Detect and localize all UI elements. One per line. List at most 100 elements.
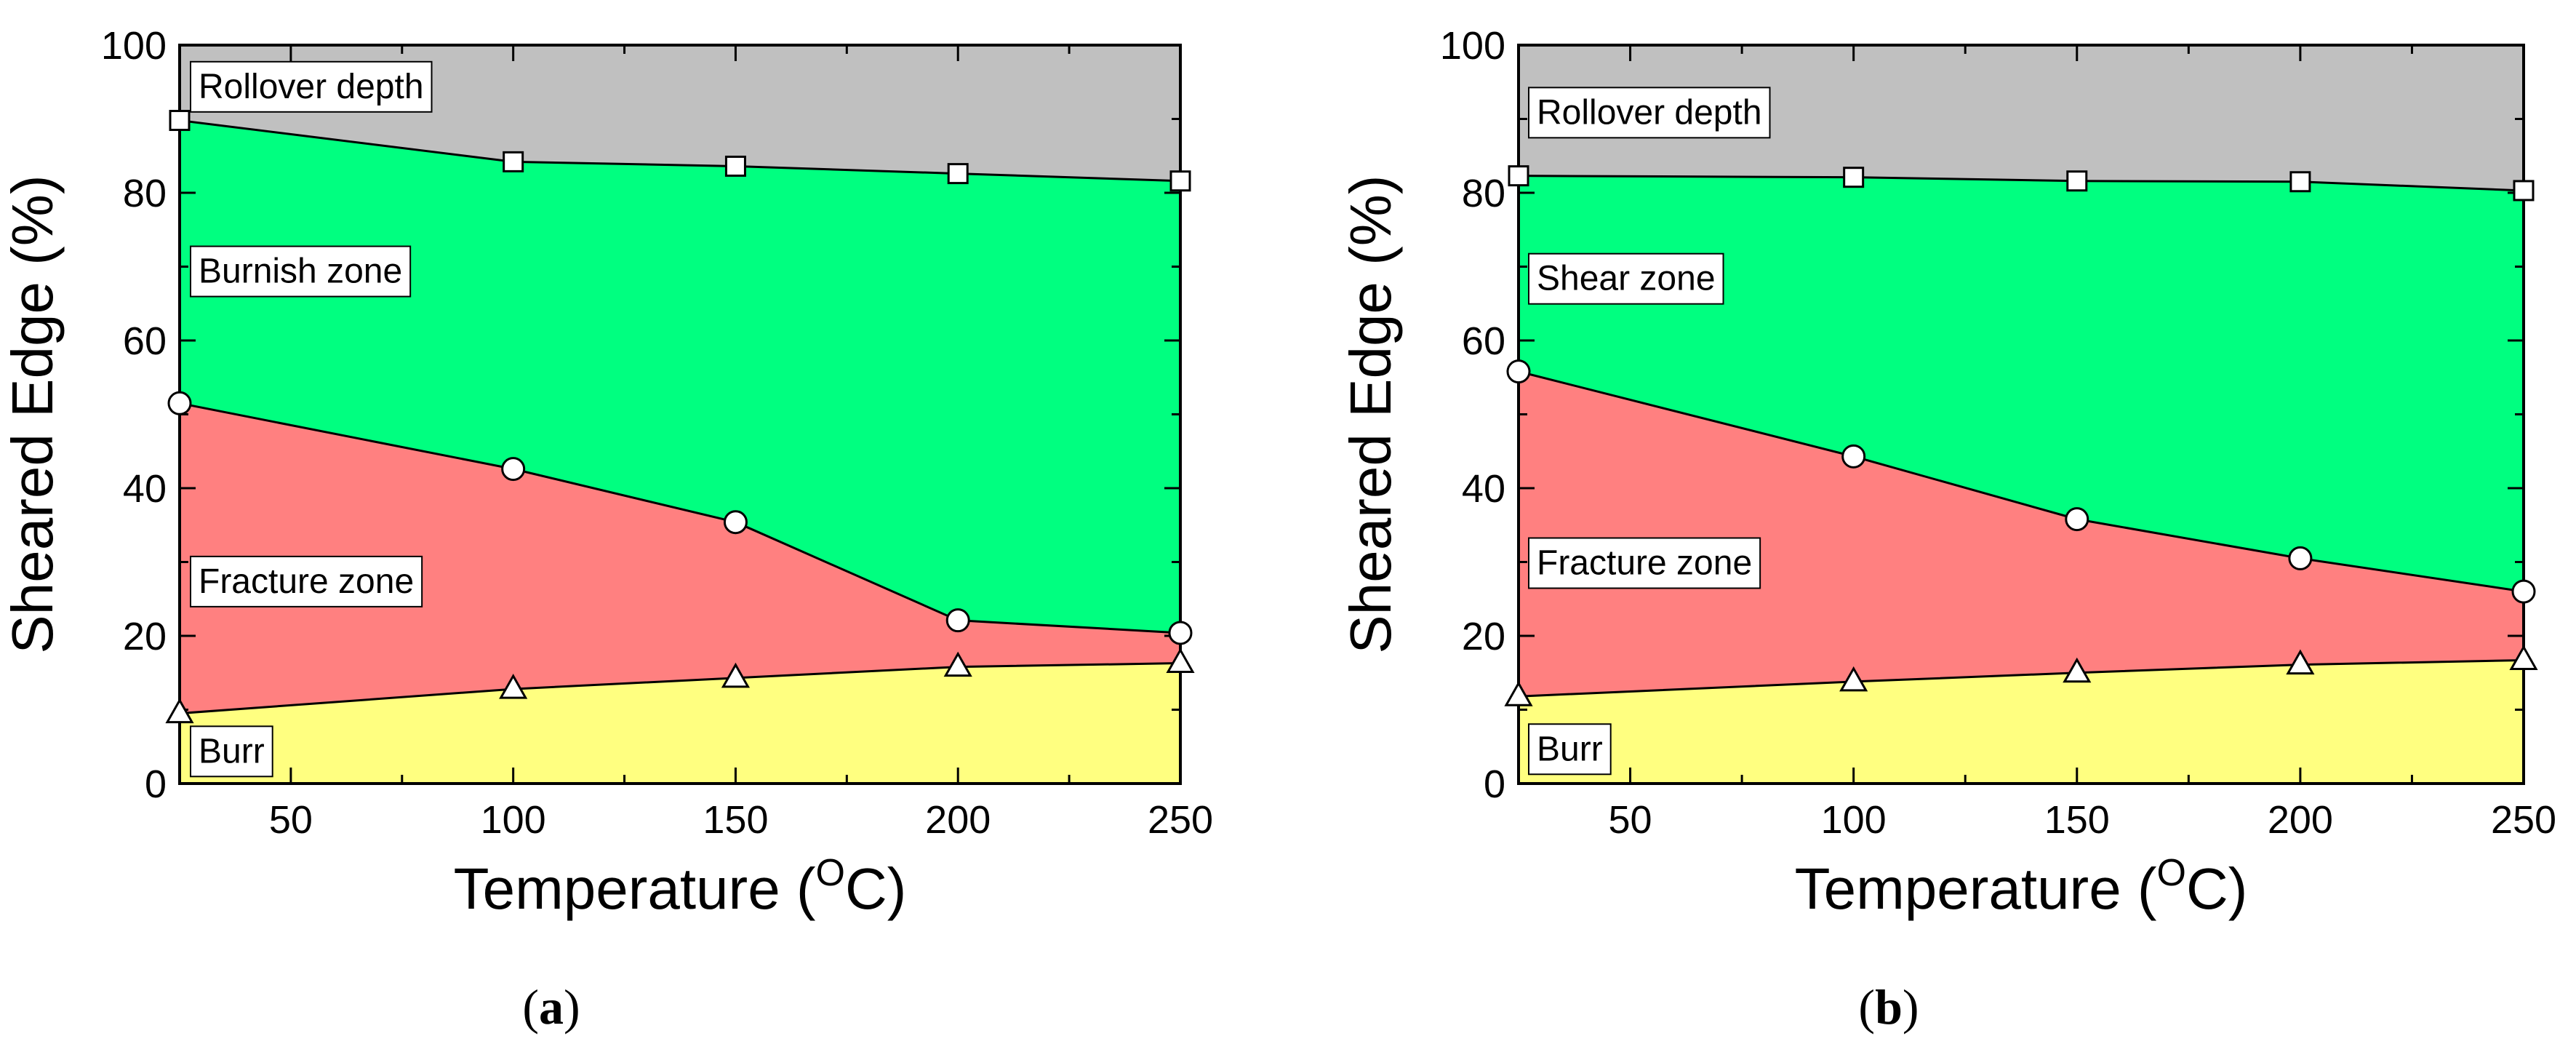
area-burr — [1519, 660, 2524, 784]
y-tick-label: 80 — [123, 172, 167, 215]
zone-label-box — [1528, 252, 1724, 305]
data-point-triangle — [2286, 649, 2315, 675]
data-point-square — [2066, 170, 2088, 192]
data-point-circle — [1506, 359, 1531, 384]
data-point-square — [947, 163, 969, 185]
caption-open: ( — [1858, 979, 1875, 1035]
x-tick-label: 250 — [1148, 798, 1213, 842]
data-point-circle — [501, 457, 526, 482]
zone-label-box — [1528, 537, 1761, 589]
data-point-square — [2289, 171, 2311, 193]
data-point-triangle — [1166, 647, 1195, 674]
zone-label: Fracture zone — [190, 555, 423, 607]
data-point-triangle — [165, 698, 194, 724]
x-tick-label: 100 — [481, 798, 546, 842]
zone-label-box — [1528, 723, 1612, 776]
zone-label-box — [190, 60, 433, 113]
x-tick-label: 100 — [1821, 798, 1887, 842]
data-point-circle — [723, 510, 748, 535]
caption-letter: b — [1875, 979, 1903, 1035]
y-tick-label: 20 — [1462, 615, 1505, 658]
zone-label-text: Fracture zone — [199, 562, 414, 601]
zone-label-text: Burr — [199, 732, 265, 770]
x-tick-label: 50 — [269, 798, 313, 842]
y-tick-label: 0 — [145, 762, 167, 806]
data-point-circle — [1841, 444, 1866, 469]
caption-close: ) — [1903, 979, 1919, 1035]
y-tick-label: 20 — [123, 615, 167, 658]
x-axis-title: Temperature (OC) — [454, 852, 907, 921]
zone-label-text: Burr — [1537, 730, 1603, 768]
data-point-circle — [1168, 621, 1193, 645]
zone-label-box — [1528, 87, 1771, 139]
data-point-square — [1843, 167, 1865, 188]
zone-label-box — [190, 245, 412, 298]
zone-label: Shear zone — [1528, 252, 1724, 305]
y-tick-label: 60 — [123, 319, 167, 363]
x-axis-title-tail: C) — [2186, 856, 2247, 921]
data-point-circle — [945, 608, 970, 633]
zone-label: Rollover depth — [190, 60, 433, 113]
zone-label: Burr — [1528, 723, 1612, 776]
zone-label: Fracture zone — [1528, 537, 1761, 589]
area-fracture-zone — [1519, 371, 2524, 697]
data-point-triangle — [943, 651, 972, 677]
data-point-triangle — [2509, 645, 2538, 670]
zone-label-text: Rollover depth — [199, 68, 424, 106]
y-tick-label: 40 — [1462, 467, 1505, 511]
area-shear-zone — [1519, 175, 2524, 592]
caption-close: ) — [564, 979, 580, 1035]
data-point-triangle — [499, 674, 528, 699]
y-axis-title: Sheared Edge (%) — [1338, 175, 1403, 653]
data-point-triangle — [2063, 657, 2092, 683]
panel-caption: (b) — [1858, 979, 1919, 1035]
x-tick-label: 150 — [703, 798, 768, 842]
x-tick-label: 50 — [1609, 798, 1652, 842]
x-tick-label: 250 — [2491, 798, 2556, 842]
x-axis-title-tail: C) — [845, 856, 906, 921]
zone-label-box — [190, 555, 423, 607]
data-point-circle — [2065, 507, 2089, 532]
chart-panel-a: 50 100 150 200 250 0 20 40 60 80 100 Rollover depth… — [0, 24, 1213, 1035]
data-point-circle — [2288, 546, 2313, 570]
data-point-square — [1508, 165, 1529, 187]
zone-label-text: Fracture zone — [1537, 544, 1752, 583]
zone-label: Burnish zone — [190, 245, 412, 298]
zone-label-text: Burnish zone — [199, 252, 402, 291]
zone-label: Burr — [190, 725, 273, 778]
x-axis-title-main: Temperature ( — [1795, 856, 2157, 921]
data-point-circle — [167, 391, 192, 415]
y-tick-label: 100 — [1440, 24, 1505, 68]
panel-caption: (a) — [522, 979, 580, 1035]
data-point-square — [1169, 170, 1191, 192]
zone-label-text: Rollover depth — [1537, 93, 1762, 132]
data-point-triangle — [721, 662, 751, 688]
x-axis-title-sup: O — [2157, 852, 2186, 894]
x-axis-title-sup: O — [816, 852, 845, 894]
area-burnish-zone — [180, 120, 1180, 633]
data-point-square — [724, 155, 746, 177]
y-tick-label: 0 — [1484, 762, 1505, 806]
y-tick-label: 80 — [1462, 172, 1505, 215]
area-rollover-depth — [1519, 45, 2524, 191]
data-point-triangle — [1839, 666, 1868, 692]
area-burr — [180, 663, 1180, 784]
caption-letter: a — [539, 979, 564, 1035]
x-axis-title: Temperature (OC) — [1795, 852, 2248, 921]
chart-panel-b: 50 100 150 200 250 0 20 40 60 80 100 Rollover depth… — [1338, 24, 2556, 1035]
zone-label: Rollover depth — [1528, 87, 1771, 139]
area-fracture-zone — [180, 403, 1180, 714]
y-tick-label: 60 — [1462, 319, 1505, 363]
x-axis-title-main: Temperature ( — [454, 856, 816, 921]
data-point-square — [503, 151, 524, 172]
data-point-square — [169, 110, 191, 132]
y-axis-title: Sheared Edge (%) — [0, 175, 65, 653]
zone-label-box — [190, 725, 273, 778]
data-point-square — [2513, 180, 2535, 202]
y-tick-label: 40 — [123, 467, 167, 511]
y-tick-label: 100 — [101, 24, 167, 68]
caption-open: ( — [522, 979, 539, 1035]
data-point-triangle — [1504, 681, 1533, 706]
x-tick-label: 200 — [2268, 798, 2333, 842]
